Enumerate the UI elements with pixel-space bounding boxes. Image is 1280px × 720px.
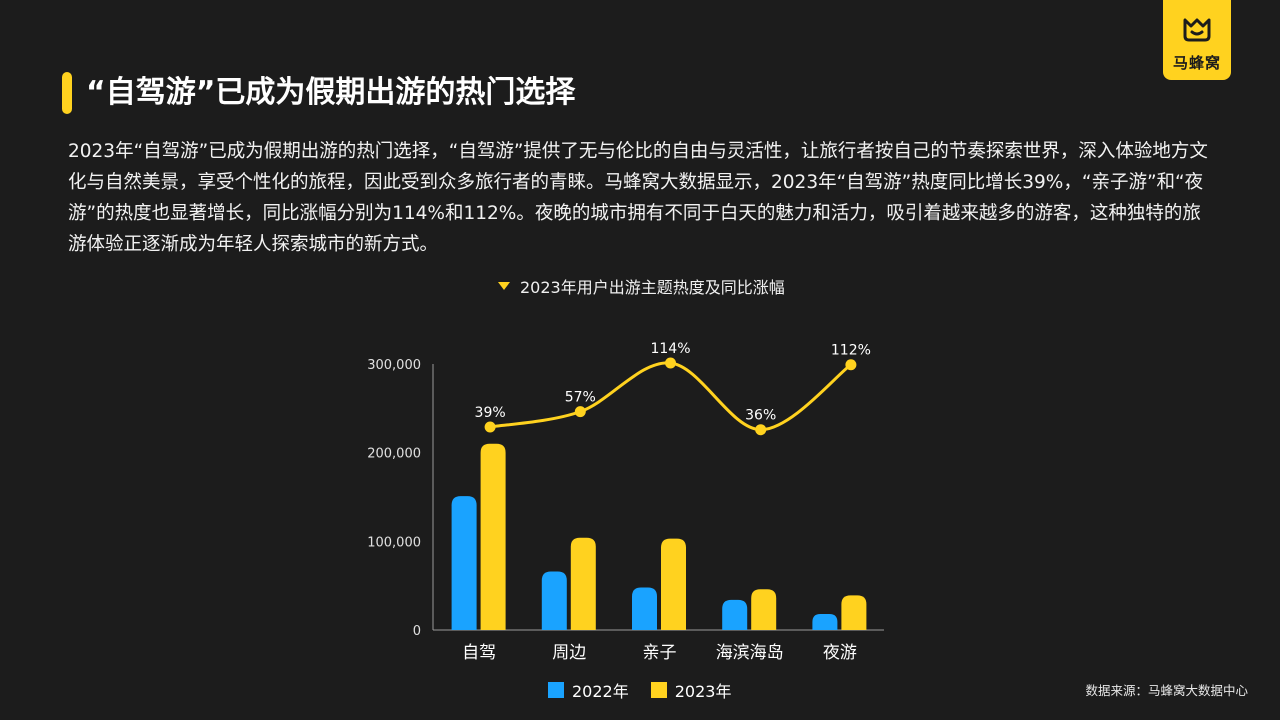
bar-2022 — [632, 587, 657, 630]
legend-item-2023: 2023年 — [650, 678, 732, 702]
bar-2023 — [570, 537, 596, 630]
data-source: 数据来源：马蜂窝大数据中心 — [1085, 683, 1248, 698]
bar-2023 — [751, 589, 777, 630]
bar-2023 — [841, 595, 867, 630]
mafengwo-logo-icon — [1183, 18, 1211, 42]
x-tick-label: 亲子 — [643, 643, 677, 663]
x-tick-label: 海滨海岛 — [716, 643, 784, 663]
legend-label-2022: 2022年 — [572, 682, 629, 701]
y-tick-label: 300,000 — [367, 358, 421, 373]
bar-2023 — [661, 538, 686, 630]
logo-text: 马蜂窝 — [1172, 54, 1221, 72]
growth-label: 36% — [745, 408, 776, 424]
growth-point — [574, 406, 586, 418]
bar-2022 — [812, 614, 838, 630]
intro-paragraph: 2023年“自驾游”已成为假期出游的热门选择，“自驾游”提供了无与伦比的自由与灵… — [68, 141, 1208, 255]
legend-item-2022: 2022年 — [548, 678, 629, 702]
x-tick-label: 自驾 — [462, 643, 496, 663]
legend-swatch-2023 — [650, 682, 667, 698]
y-tick-label: 200,000 — [367, 447, 421, 462]
growth-label: 57% — [565, 390, 596, 406]
growth-line — [489, 361, 852, 432]
x-tick-label: 周边 — [552, 643, 586, 663]
legend-swatch-2022 — [548, 682, 564, 698]
growth-label: 112% — [831, 343, 871, 359]
y-tick-label: 0 — [413, 624, 421, 639]
triangle-down-icon — [498, 282, 510, 290]
bar-2023 — [480, 443, 506, 630]
chart-title: 2023年用户出游主题热度及同比涨幅 — [520, 278, 785, 297]
legend-label-2023: 2023年 — [674, 682, 732, 701]
growth-label: 39% — [475, 405, 506, 421]
growth-point — [484, 421, 496, 433]
chart-header: 2023年用户出游主题热度及同比涨幅 — [498, 275, 785, 297]
growth-label: 114% — [650, 341, 690, 357]
bar-2022 — [451, 496, 477, 630]
x-tick-label: 夜游 — [823, 643, 857, 663]
growth-point — [665, 357, 676, 369]
title-accent-bar — [62, 72, 72, 114]
bar-2022 — [541, 571, 567, 630]
growth-point — [845, 359, 857, 371]
chart-legend: 2022年 2023年 — [548, 678, 745, 702]
growth-point — [755, 424, 767, 436]
bar-2022 — [722, 599, 748, 630]
brand-logo[interactable]: 马蜂窝 — [1163, 0, 1231, 80]
y-tick-label: 100,000 — [367, 535, 421, 550]
page-title: “自驾游”已成为假期出游的热门选择 — [86, 75, 576, 110]
